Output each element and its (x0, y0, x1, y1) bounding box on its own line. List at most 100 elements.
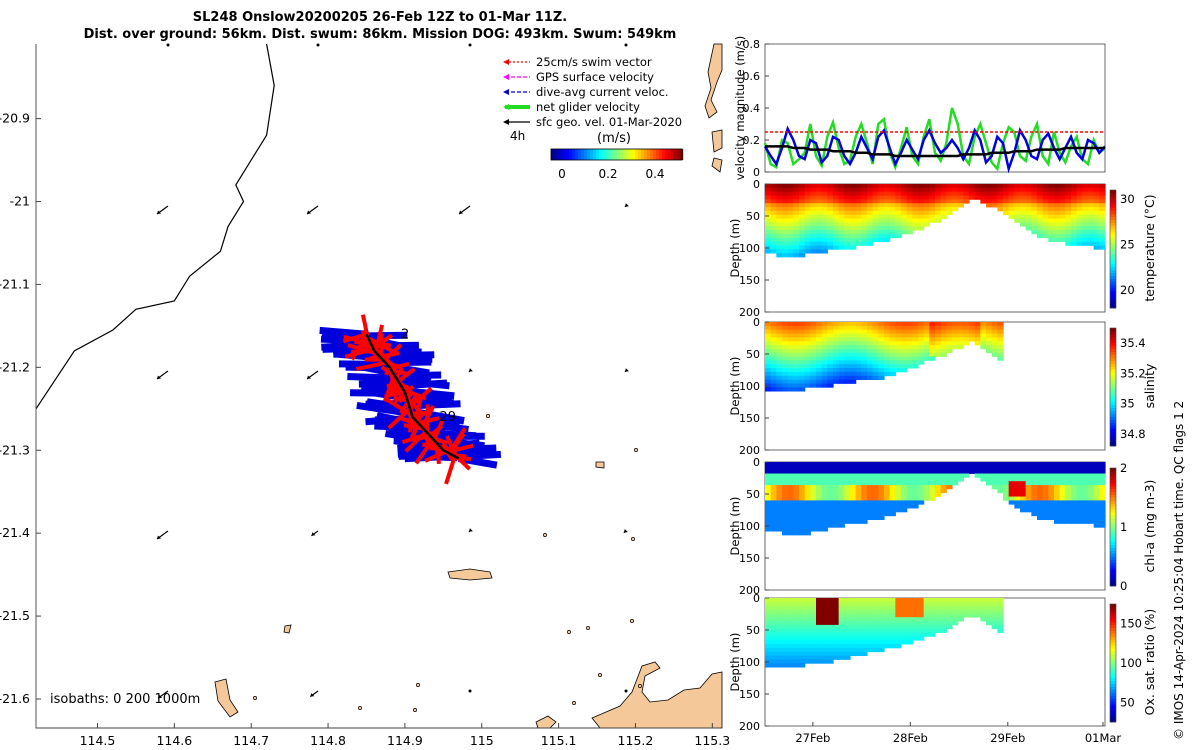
heat-cell (884, 214, 891, 219)
heat-cell (867, 348, 874, 354)
heat-cell (1065, 218, 1072, 223)
heat-cell (923, 341, 930, 346)
heat-cell (770, 341, 777, 346)
heat-cell (804, 325, 811, 331)
heat-cell (804, 222, 811, 227)
heat-cell (810, 187, 817, 193)
heat-cell (940, 477, 947, 482)
heat-cell (1020, 465, 1027, 471)
geo-vector-head (624, 203, 629, 207)
heat-cell (895, 613, 902, 618)
heat-cell (912, 333, 919, 338)
colorbar-cell (1110, 485, 1116, 490)
heat-cell (765, 203, 772, 208)
swim-vector (457, 457, 472, 471)
heat-cell (816, 356, 823, 361)
heat-cell (952, 207, 959, 212)
heat-cell (1054, 485, 1061, 490)
heat-cell (884, 187, 891, 193)
heat-cell (1093, 469, 1100, 474)
heat-cell (918, 492, 925, 497)
heat-cell (1025, 469, 1032, 474)
heat-cell (782, 644, 789, 649)
heat-cell (855, 199, 862, 204)
heat-cell (1014, 191, 1021, 196)
heat-cell (1099, 465, 1106, 471)
heat-cell (816, 184, 823, 189)
heat-cell (952, 613, 959, 618)
heat-cell (827, 325, 834, 331)
heat-cell (821, 504, 828, 509)
heat-cell (969, 333, 976, 338)
heat-cell (1014, 469, 1021, 474)
heat-cell (1020, 477, 1027, 482)
heat-cell (1099, 214, 1106, 219)
colorbar-cell (1110, 328, 1116, 332)
heat-cell (1065, 496, 1072, 501)
heat-cell (838, 341, 845, 346)
heat-cell (855, 613, 862, 618)
heat-cell (793, 203, 800, 208)
heat-cell (878, 621, 885, 626)
colorbar-cell (1110, 544, 1116, 549)
heat-cell (765, 241, 772, 246)
heat-cell (810, 383, 817, 388)
heat-cell (918, 226, 925, 231)
heat-cell (799, 504, 806, 509)
heat-cell (821, 601, 828, 607)
heat-cell (884, 230, 891, 235)
heat-cell (838, 352, 845, 357)
heat-cell (838, 360, 845, 365)
heat-cell (765, 609, 772, 614)
heat-cell (855, 465, 862, 471)
colorbar-cell (1110, 716, 1116, 720)
heat-cell (1020, 222, 1027, 227)
heat-cell (816, 617, 823, 622)
heat-cell (1059, 469, 1066, 474)
heat-cell (861, 605, 868, 610)
track-label: 2 (401, 327, 409, 342)
heat-cell (765, 659, 772, 664)
heat-cell (793, 329, 800, 334)
heat-cell (861, 488, 868, 494)
heat-cell (997, 341, 1004, 346)
heat-cell (844, 644, 851, 649)
heat-cell (1082, 222, 1089, 227)
heat-cell (889, 632, 896, 637)
heat-cell (782, 613, 789, 618)
heat-cell (901, 341, 908, 346)
heat-cell (810, 210, 817, 216)
heat-cell (833, 233, 840, 239)
heat-cell (867, 492, 874, 497)
glider-track (365, 333, 460, 460)
heat-cell (776, 352, 783, 357)
heat-cell (895, 203, 902, 208)
heat-cell (889, 210, 896, 216)
heat-cell (952, 191, 959, 196)
heat-cell (776, 605, 783, 610)
heat-cell (1020, 195, 1027, 200)
heat-cell (850, 325, 857, 331)
heat-cell (821, 477, 828, 482)
heat-cell (1048, 184, 1055, 189)
heat-cell (867, 230, 874, 235)
heat-cell (901, 621, 908, 626)
colorbar-cell (1110, 431, 1116, 435)
heat-cell (1020, 485, 1027, 490)
heat-cell (952, 598, 959, 603)
heat-cell (923, 210, 930, 216)
heat-cell (765, 647, 772, 653)
heat-cell (821, 640, 828, 645)
heat-cell (782, 203, 789, 208)
heat-cell (804, 636, 811, 641)
heat-cell (855, 469, 862, 474)
heat-cell (844, 214, 851, 219)
colorbar-tick: 50 (1120, 695, 1135, 709)
heat-cell (782, 241, 789, 246)
heat-cell (997, 613, 1004, 618)
heat-cell (782, 371, 789, 377)
heat-cell (974, 601, 981, 607)
heat-cell (850, 500, 857, 505)
heat-cell (827, 636, 834, 641)
heat-cell (793, 345, 800, 350)
